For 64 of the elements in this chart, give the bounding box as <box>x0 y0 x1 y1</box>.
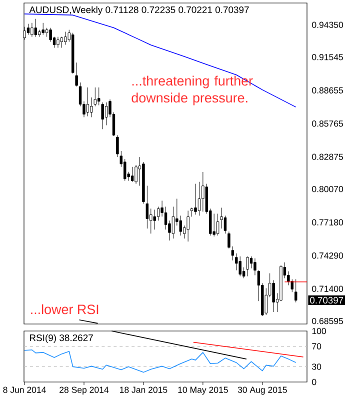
candlestick <box>60 36 64 48</box>
candlestick <box>250 256 253 269</box>
y-tick-label: 100 <box>312 328 326 334</box>
y-tick-label: 70 <box>312 343 322 350</box>
candlestick <box>194 184 197 215</box>
candlestick <box>186 210 190 242</box>
candlestick <box>30 22 34 38</box>
candlestick <box>146 186 149 229</box>
candlestick <box>56 36 60 48</box>
candlestick <box>212 213 216 237</box>
candlestick <box>224 215 227 234</box>
y-tick-label: 0.94350 <box>312 22 344 28</box>
candlestick <box>98 87 100 106</box>
candlestick <box>130 166 134 182</box>
candlestick <box>228 231 230 249</box>
candlestick <box>153 209 156 230</box>
candlestick <box>235 253 238 271</box>
y-tick-label: 0.85765 <box>312 120 344 127</box>
candlestick <box>49 28 52 42</box>
y-tick-label: 0.74290 <box>312 252 344 259</box>
candlestick <box>26 24 30 35</box>
candlestick <box>179 215 182 236</box>
x-tick-label: 30 Aug 2015 <box>238 386 287 395</box>
candlestick <box>172 206 175 239</box>
y-tick-label: 0 <box>312 378 316 386</box>
candlestick <box>86 87 90 117</box>
candlestick <box>238 256 242 277</box>
candlestick <box>164 206 168 230</box>
y-tick-label: 0.77180 <box>312 219 344 226</box>
y-tick-label: 0.88655 <box>312 87 344 94</box>
candlestick <box>124 158 126 182</box>
candlestick <box>101 102 104 130</box>
candlestick <box>287 271 290 286</box>
candlestick <box>104 102 108 126</box>
line-series <box>24 14 296 108</box>
candlestick <box>246 256 249 277</box>
x-tick-label: 8 Jun 2014 <box>3 386 46 393</box>
candlestick <box>272 280 275 312</box>
annotation: ...lower RSI <box>31 304 98 314</box>
candlestick <box>202 172 204 212</box>
chart-title: RSI(9) 38.2627 <box>30 334 93 344</box>
candlestick <box>220 207 223 229</box>
x-tick-label: 18 Jan 2015 <box>120 386 168 393</box>
candlestick <box>231 246 234 261</box>
y-tick-label: 0.68595 <box>312 318 344 324</box>
x-tick-label: 28 Sep 2014 <box>60 386 109 395</box>
y-tick-label: 0.71400 <box>312 286 344 292</box>
candlestick <box>198 182 201 216</box>
candlestick <box>64 32 67 45</box>
x-tick-label: 10 May 2015 <box>178 386 228 395</box>
candlestick <box>34 18 38 38</box>
line-series <box>24 349 296 373</box>
y-tick-label: 0.80070 <box>312 186 344 192</box>
candlestick <box>90 97 93 118</box>
y-tick-label: 0.91545 <box>312 54 344 60</box>
candlestick <box>134 164 138 184</box>
y-tick-label: 0.82875 <box>312 154 344 160</box>
candlestick <box>290 279 294 292</box>
y-tick-label: 30 <box>312 364 322 370</box>
candlestick <box>216 213 220 236</box>
chart-title: AUDUSD,Weekly 0.71128 0.72235 0.70221 0.70397 <box>29 6 249 16</box>
text: 0.70397 <box>310 296 344 304</box>
candlestick <box>42 22 44 35</box>
candlestick <box>294 278 298 303</box>
